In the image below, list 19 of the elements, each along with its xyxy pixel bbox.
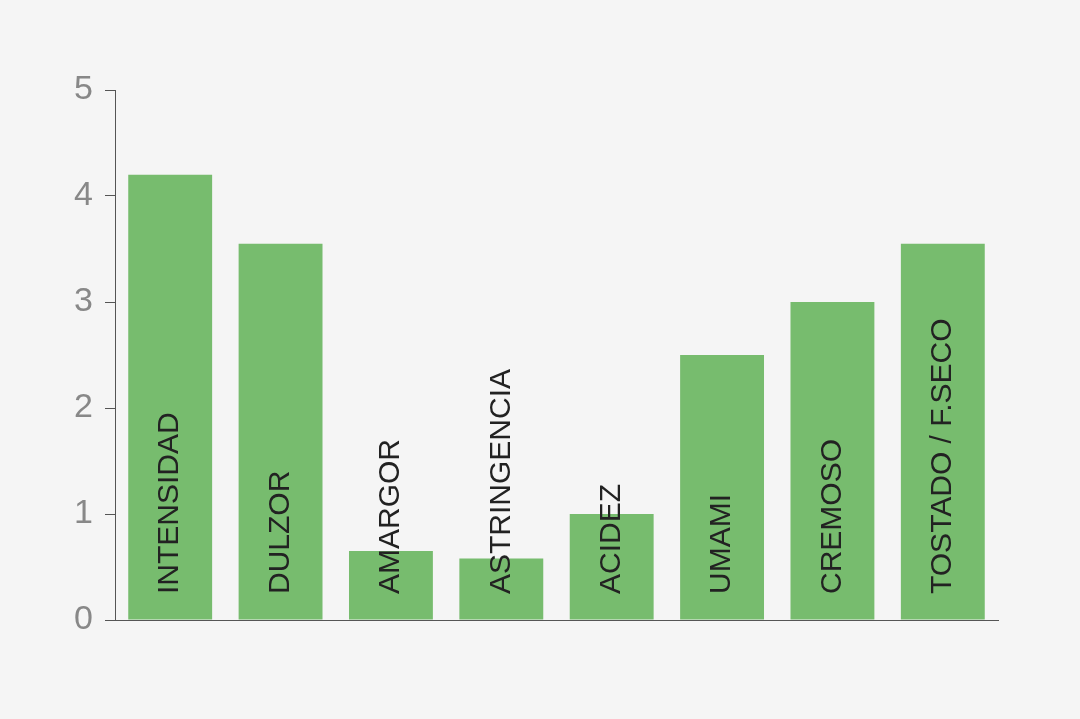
y-tick-label: 5 xyxy=(74,68,93,107)
bar xyxy=(238,243,323,620)
x-tick-label: ACIDEZ xyxy=(592,483,626,594)
x-tick-label: INTENSIDAD xyxy=(151,412,185,594)
y-tick-label: 3 xyxy=(74,280,93,319)
y-tick-label: 4 xyxy=(74,174,93,213)
x-tick-label: DULZOR xyxy=(261,470,295,594)
x-tick-label: TOSTADO / F.SECO xyxy=(924,318,958,594)
bar xyxy=(128,174,213,620)
x-tick-label: AMARGOR xyxy=(372,438,406,594)
bar xyxy=(900,243,985,620)
x-tick-label: ASTRINGENCIA xyxy=(482,368,516,594)
y-tick-label: 1 xyxy=(74,492,93,531)
y-tick-label: 2 xyxy=(74,386,93,425)
bar xyxy=(680,355,765,620)
x-tick-label: UMAMI xyxy=(703,494,737,594)
y-tick-label: 0 xyxy=(74,598,93,637)
x-tick-label: CREMOSO xyxy=(813,438,847,594)
bar xyxy=(790,302,875,620)
